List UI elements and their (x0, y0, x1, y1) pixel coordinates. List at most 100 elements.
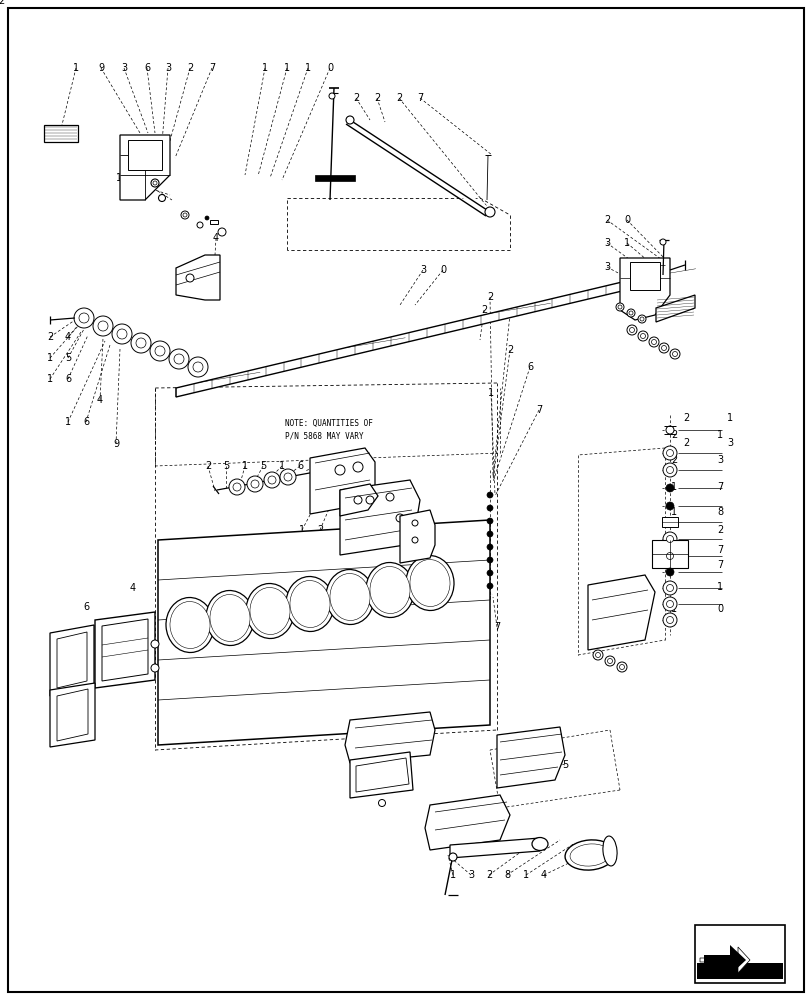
Text: 1: 1 (623, 238, 629, 248)
Circle shape (637, 315, 646, 323)
Circle shape (619, 664, 624, 670)
Circle shape (661, 346, 666, 351)
Circle shape (487, 492, 492, 498)
Text: 3: 3 (419, 265, 426, 275)
Circle shape (648, 337, 659, 347)
Circle shape (487, 570, 492, 576)
Circle shape (79, 313, 89, 323)
Text: 6: 6 (65, 374, 71, 384)
Ellipse shape (329, 574, 370, 620)
Circle shape (659, 343, 668, 353)
Ellipse shape (169, 602, 210, 648)
Text: 2: 2 (682, 413, 689, 423)
Circle shape (188, 357, 208, 377)
Polygon shape (449, 838, 539, 858)
Text: 1: 1 (116, 173, 122, 183)
Circle shape (663, 446, 676, 460)
Text: 7: 7 (716, 560, 723, 570)
Circle shape (663, 613, 676, 627)
Text: 6: 6 (260, 578, 266, 588)
Circle shape (629, 311, 633, 315)
Text: 3: 3 (716, 455, 722, 465)
Circle shape (150, 341, 169, 361)
Polygon shape (699, 947, 749, 973)
Text: 7: 7 (208, 63, 215, 73)
Text: 1: 1 (431, 622, 437, 632)
Circle shape (174, 354, 184, 364)
Text: 2: 2 (682, 438, 689, 448)
Circle shape (328, 93, 335, 99)
Polygon shape (655, 295, 694, 322)
Circle shape (152, 181, 157, 185)
Text: 6: 6 (297, 461, 303, 471)
Polygon shape (340, 480, 419, 555)
Text: 6: 6 (144, 63, 150, 73)
Text: 3: 3 (726, 438, 732, 448)
Circle shape (197, 222, 203, 228)
Circle shape (640, 334, 645, 338)
Text: 0: 0 (440, 265, 445, 275)
Circle shape (448, 853, 457, 861)
Text: 1: 1 (242, 461, 247, 471)
Circle shape (666, 466, 672, 474)
Ellipse shape (406, 556, 453, 610)
Text: 2: 2 (485, 870, 491, 880)
Text: 3: 3 (623, 262, 629, 272)
Text: 0: 0 (623, 215, 629, 225)
Circle shape (112, 324, 132, 344)
Circle shape (186, 274, 194, 282)
Ellipse shape (325, 570, 374, 624)
Circle shape (487, 518, 492, 524)
Circle shape (345, 116, 354, 124)
Text: 2: 2 (187, 63, 193, 73)
Circle shape (637, 331, 647, 341)
Circle shape (117, 329, 127, 339)
Text: 1: 1 (670, 582, 676, 592)
Text: 4: 4 (212, 233, 219, 243)
Ellipse shape (246, 584, 294, 638)
Circle shape (672, 352, 676, 357)
Circle shape (617, 305, 621, 309)
Text: 2: 2 (353, 93, 358, 103)
Circle shape (93, 316, 113, 336)
Circle shape (354, 496, 362, 504)
Bar (651, 540, 687, 568)
Text: NOTE: QUANTITIES OF: NOTE: QUANTITIES OF (285, 418, 372, 428)
Text: 2: 2 (373, 93, 380, 103)
Circle shape (411, 537, 418, 543)
Text: 6: 6 (83, 417, 89, 427)
Ellipse shape (206, 591, 254, 645)
Circle shape (663, 532, 676, 546)
Text: 1: 1 (73, 63, 79, 73)
Ellipse shape (250, 588, 290, 634)
Text: 1: 1 (670, 507, 676, 517)
Text: 7: 7 (716, 482, 723, 492)
Circle shape (626, 325, 636, 335)
Text: 3: 3 (603, 238, 609, 248)
Text: 1: 1 (262, 63, 268, 73)
Polygon shape (310, 448, 375, 514)
Text: 1: 1 (716, 430, 722, 440)
Text: 2: 2 (47, 332, 53, 342)
Text: 5: 5 (260, 461, 266, 471)
Circle shape (378, 799, 385, 806)
Circle shape (663, 549, 676, 563)
Bar (661, 517, 677, 527)
Circle shape (284, 473, 292, 481)
Circle shape (385, 493, 393, 501)
Text: 1: 1 (670, 482, 676, 492)
Circle shape (666, 584, 672, 591)
Text: 4: 4 (540, 870, 547, 880)
Polygon shape (50, 683, 95, 747)
Polygon shape (587, 575, 654, 650)
Circle shape (158, 194, 165, 202)
Text: 4: 4 (97, 395, 103, 405)
Text: 3: 3 (121, 63, 127, 73)
Circle shape (247, 476, 263, 492)
Circle shape (616, 662, 626, 672)
Ellipse shape (165, 598, 214, 652)
Ellipse shape (531, 837, 547, 850)
Circle shape (607, 658, 611, 664)
Text: 1: 1 (487, 388, 493, 398)
Circle shape (669, 349, 679, 359)
